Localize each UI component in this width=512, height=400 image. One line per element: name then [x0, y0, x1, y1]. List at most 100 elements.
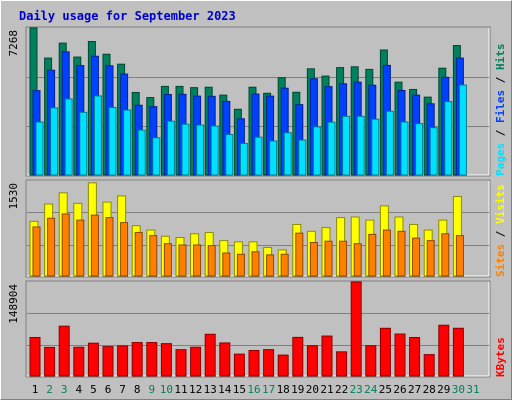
bar-pages-day-20 — [312, 126, 321, 176]
bar-pages-day-3 — [64, 98, 73, 176]
bar-sites-day-8 — [134, 232, 143, 277]
x-tick-day-3: 3 — [61, 383, 68, 396]
bar-pages-day-16 — [254, 136, 263, 176]
bar-sites-day-5 — [90, 214, 99, 277]
legend: Pages / Files / Hits — [494, 44, 507, 177]
legend-files: Files — [494, 90, 507, 123]
bar-pages-day-13 — [210, 125, 219, 176]
x-tick-day-6: 6 — [105, 383, 112, 396]
x-tick-day-31: 31 — [466, 383, 479, 396]
bar-pages-day-25 — [385, 110, 394, 176]
bar-kbytes-day-1 — [29, 336, 41, 377]
bar-kbytes-day-26 — [394, 333, 406, 377]
bar-sites-day-16 — [251, 251, 260, 277]
bar-sites-day-14 — [222, 252, 231, 277]
bar-sites-day-12 — [193, 244, 202, 277]
bar-pages-day-10 — [166, 120, 175, 176]
bar-pages-day-11 — [181, 123, 190, 176]
y-max-label: 1530 — [7, 183, 20, 210]
bar-kbytes-day-24 — [365, 345, 377, 377]
bar-sites-day-25 — [382, 229, 391, 277]
bar-pages-day-23 — [356, 115, 365, 176]
bar-sites-day-30 — [455, 235, 464, 277]
x-tick-day-18: 18 — [277, 383, 290, 396]
legend-pages: Pages — [494, 143, 507, 176]
bar-pages-day-2 — [50, 107, 59, 176]
bar-sites-day-18 — [280, 253, 289, 277]
bar-kbytes-day-30 — [452, 327, 464, 377]
bar-pages-day-5 — [93, 95, 102, 176]
bar-sites-day-13 — [207, 245, 216, 277]
bar-sites-day-2 — [47, 217, 56, 277]
bar-kbytes-day-13 — [204, 333, 216, 377]
bar-sites-day-15 — [236, 253, 245, 277]
bar-kbytes-day-25 — [379, 327, 391, 377]
bar-sites-day-17 — [266, 254, 275, 277]
bar-pages-day-26 — [400, 121, 409, 176]
bar-pages-day-19 — [298, 139, 307, 176]
x-tick-day-22: 22 — [335, 383, 348, 396]
x-tick-day-24: 24 — [364, 383, 378, 396]
bar-sites-day-29 — [441, 233, 450, 277]
y-max-label: 7268 — [7, 30, 20, 57]
bar-kbytes-day-17 — [263, 349, 275, 377]
x-tick-day-25: 25 — [379, 383, 392, 396]
bar-pages-day-30 — [458, 84, 467, 176]
legend-visits: Visits — [494, 184, 507, 224]
legend: Sites / Visits — [494, 184, 507, 277]
bar-kbytes-day-7 — [117, 345, 129, 377]
x-tick-day-15: 15 — [233, 383, 246, 396]
bar-kbytes-day-9 — [146, 342, 158, 377]
legend-separator: / — [494, 123, 507, 143]
bar-sites-day-19 — [295, 232, 304, 277]
x-tick-day-19: 19 — [291, 383, 304, 396]
bar-kbytes-day-3 — [58, 325, 70, 377]
bar-sites-day-10 — [163, 243, 172, 277]
bar-sites-day-9 — [149, 235, 158, 277]
x-tick-day-27: 27 — [408, 383, 421, 396]
bar-pages-day-4 — [79, 111, 88, 176]
bar-kbytes-day-27 — [409, 336, 421, 377]
bar-kbytes-day-23 — [350, 281, 362, 377]
bar-kbytes-day-16 — [248, 349, 260, 377]
bar-sites-day-22 — [339, 240, 348, 277]
x-tick-day-13: 13 — [204, 383, 217, 396]
bar-pages-day-21 — [327, 121, 336, 176]
legend-separator: / — [494, 224, 507, 244]
bar-pages-day-27 — [415, 123, 424, 176]
bar-kbytes-day-22 — [336, 351, 348, 377]
bar-kbytes-day-14 — [219, 342, 231, 377]
bar-kbytes-day-2 — [44, 346, 56, 377]
x-tick-day-8: 8 — [134, 383, 141, 396]
bar-kbytes-day-8 — [131, 342, 143, 377]
x-tick-day-21: 21 — [320, 383, 333, 396]
chart-title: Daily usage for September 2023 — [19, 9, 236, 23]
bar-kbytes-day-28 — [423, 354, 435, 377]
bar-pages-day-22 — [342, 115, 351, 176]
bar-pages-day-28 — [429, 127, 438, 176]
x-tick-day-14: 14 — [218, 383, 232, 396]
bar-pages-day-6 — [108, 106, 117, 176]
bar-pages-day-17 — [269, 140, 278, 176]
bar-sites-day-6 — [105, 217, 114, 277]
bar-sites-day-28 — [426, 240, 435, 277]
bar-kbytes-day-10 — [160, 343, 172, 377]
x-tick-day-28: 28 — [423, 383, 436, 396]
bar-sites-day-20 — [309, 241, 318, 277]
bar-kbytes-day-18 — [277, 354, 289, 377]
bar-sites-day-27 — [412, 237, 421, 277]
x-tick-day-16: 16 — [247, 383, 260, 396]
bar-sites-day-24 — [368, 233, 377, 277]
panel-hits-files-pages: 7268 Pages / Files / Hits — [7, 26, 507, 177]
x-tick-day-12: 12 — [189, 383, 202, 396]
bar-sites-day-11 — [178, 244, 187, 277]
x-tick-day-5: 5 — [90, 383, 97, 396]
bar-sites-day-1 — [32, 226, 41, 277]
bar-pages-day-29 — [444, 101, 453, 176]
panel-visits-sites: 1530 Sites / Visits — [7, 179, 507, 278]
bar-sites-day-23 — [353, 243, 362, 277]
legend: KBytes — [494, 337, 507, 377]
bar-sites-day-26 — [397, 230, 406, 277]
bar-sites-day-7 — [120, 222, 129, 277]
